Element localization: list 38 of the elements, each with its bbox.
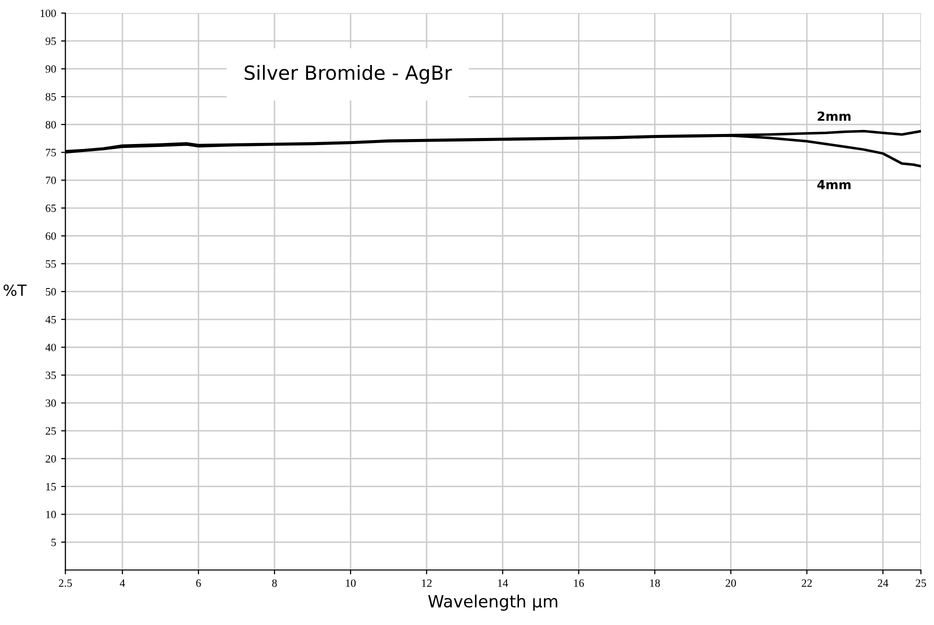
- y-tick-label: 60: [46, 232, 56, 240]
- y-tick-label: 25: [46, 427, 56, 435]
- text: Silver Bromide - AgBr: [244, 64, 452, 84]
- x-tick-label: 2.5: [58, 579, 72, 587]
- y-tick-label: 75: [46, 148, 56, 156]
- x-tick-label: 6: [196, 579, 201, 587]
- x-tick-label: 22: [802, 579, 812, 587]
- y-tick-label: 30: [46, 399, 56, 407]
- y-tick-label: 65: [46, 204, 56, 212]
- y-tick-label: 10: [46, 510, 56, 518]
- x-tick-label: 12: [422, 579, 432, 587]
- y-tick-label: 90: [46, 65, 56, 73]
- y-tick-label: 55: [46, 260, 56, 268]
- x-tick-label: 8: [272, 579, 277, 587]
- y-tick-label: 15: [46, 482, 56, 490]
- y-tick-label: 100: [40, 10, 56, 18]
- y-tick-label: 45: [45, 316, 56, 324]
- x-tick-label: 14: [498, 579, 508, 587]
- y-tick-label: 20: [46, 455, 56, 463]
- x-tick-label: 18: [650, 579, 660, 587]
- x-tick-label: 16: [574, 579, 584, 587]
- x-tick-label: 20: [726, 579, 736, 587]
- y-tick-label: 50: [46, 288, 56, 296]
- x-axis-title: Wavelength µm: [428, 594, 558, 611]
- y-tick-label: 95: [46, 37, 56, 45]
- x-tick-label: 4: [120, 579, 126, 587]
- y-tick-label: 80: [46, 120, 56, 128]
- text: 4mm: [817, 180, 851, 190]
- y-tick-label: 5: [51, 538, 56, 546]
- series-label: 2mm: [818, 111, 851, 121]
- y-axis-title: %T: [4, 284, 27, 296]
- x-tick-label: 24: [878, 579, 888, 587]
- y-tick-label: 35: [46, 372, 56, 380]
- x-tick-label: 25: [916, 579, 926, 587]
- y-tick-label: 85: [46, 93, 56, 101]
- y-tick-label: 40: [45, 344, 56, 352]
- y-tick-label: 70: [46, 176, 56, 184]
- x-tick-label: 10: [346, 579, 356, 587]
